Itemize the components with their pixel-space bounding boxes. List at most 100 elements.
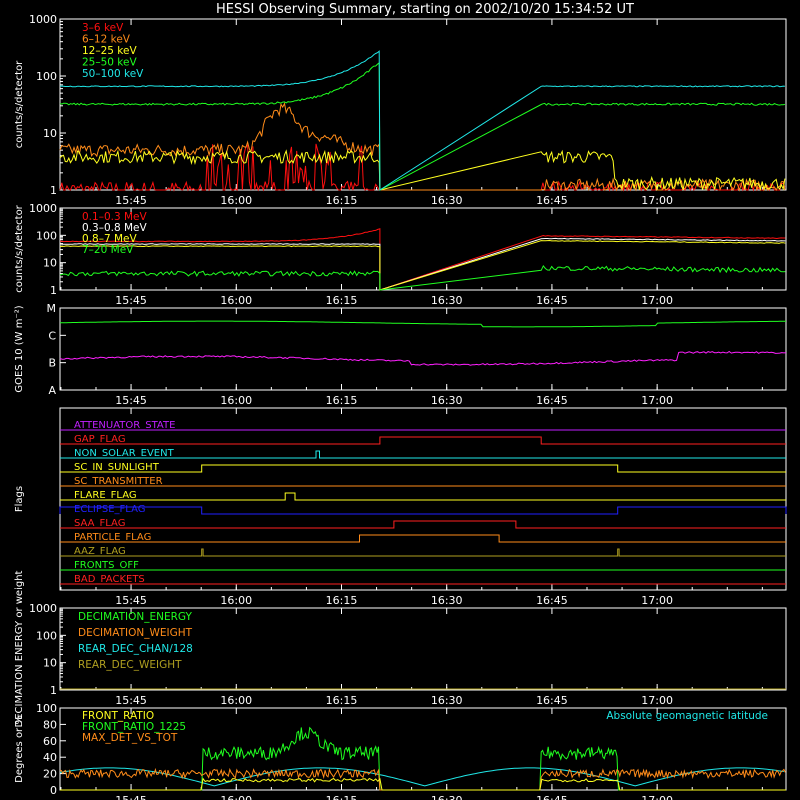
y-tick-label: A: [48, 384, 56, 397]
x-tick-label: 16:30: [431, 194, 463, 207]
series-line: [59, 149, 786, 192]
y-tick-label: 1: [50, 184, 57, 197]
panel-frame: [59, 407, 787, 591]
x-tick-label: 15:45: [115, 694, 147, 707]
legend-entry: FRONT_RATIO_1225: [82, 721, 186, 733]
legend-entry: 12–25 keV: [82, 45, 137, 57]
rates-panel: 15:45 16:00 16:15 16:30 16:45 17:00 counts/s/d…: [14, 13, 787, 207]
y-tick-label: 1000: [29, 202, 57, 215]
y-tick-label: 20: [43, 768, 57, 781]
flag-line: [60, 534, 786, 543]
x-tick-label: 16:45: [536, 394, 568, 407]
x-tick-label: 17:00: [641, 594, 673, 607]
y-tick-label: 60: [43, 735, 57, 748]
y-tick-label: 100: [36, 702, 57, 715]
legend-entry: 25–50 keV: [82, 57, 137, 69]
y-axis-label: counts/s/detector: [14, 204, 25, 292]
flag-label: SAA_FLAG: [74, 518, 125, 529]
panel-frame: [59, 207, 787, 291]
legend-entry: 0.1–0.3 MeV: [82, 211, 148, 223]
x-tick-label: 17:00: [641, 394, 673, 407]
x-tick-label: 16:45: [536, 294, 568, 307]
flag-line: [59, 506, 787, 515]
y-tick-label: 0: [50, 784, 57, 797]
x-tick-label: 15:45: [115, 194, 147, 207]
flag-label: PARTICLE_FLAG: [74, 532, 151, 543]
legend-entry: 6–12 keV: [82, 34, 131, 46]
y-tick-label: B: [48, 357, 56, 370]
x-tick-label: 15:45: [115, 594, 147, 607]
y-tick-label: 10: [43, 657, 57, 670]
x-tick-label: 16:30: [431, 594, 463, 607]
x-tick-label: 16:15: [326, 594, 358, 607]
series-line: [59, 101, 786, 192]
flag-label: FLARE_FLAG: [74, 490, 137, 501]
legend-entry: DECIMATION_ENERGY: [78, 611, 192, 623]
legend-entry: MAX_DET_VS_TOT: [82, 732, 178, 744]
x-tick-label: 16:45: [536, 694, 568, 707]
legend-entry: 50–100 keV: [82, 68, 144, 80]
x-tick-label: 16:00: [220, 394, 252, 407]
x-tick-label: 16:15: [326, 394, 358, 407]
x-tick-label: 16:30: [431, 394, 463, 407]
x-tick-label: 16:45: [536, 594, 568, 607]
y-tick-label: 1000: [29, 602, 57, 615]
y-tick-label: 10: [43, 127, 57, 140]
flag-line: [60, 450, 786, 459]
y-axis-label: counts/s/detector: [14, 60, 25, 148]
y-tick-label: 1: [50, 684, 57, 697]
series-line: [59, 61, 785, 191]
x-tick-label: 16:00: [220, 294, 252, 307]
y-tick-label: C: [48, 329, 56, 342]
annotation: Absolute geomagnetic latitude: [606, 710, 768, 722]
series-line: [59, 350, 787, 366]
flag-line: [60, 464, 786, 473]
y-axis-label: DECIMATION ENERGY or weight: [14, 570, 25, 727]
series-line: [60, 50, 785, 191]
y-axis-label: GOES 10 (W m⁻²): [14, 305, 25, 392]
legend-entry: 3–6 keV: [82, 22, 124, 34]
legend-entry: REAR_DEC_CHAN/128: [78, 643, 193, 655]
x-tick-label: 16:00: [220, 794, 252, 800]
x-tick-label: 16:00: [220, 194, 252, 207]
flag-line: [60, 492, 786, 501]
x-tick-label: 15:45: [115, 794, 147, 800]
series-line: [59, 143, 786, 192]
legend-entry: 0.8–7 MeV: [82, 233, 137, 245]
x-tick-label: 17:00: [641, 794, 673, 800]
legend-entry: 0.3–0.8 MeV: [82, 222, 148, 234]
y-tick-label: 100: [36, 629, 57, 642]
flag-label: ECLIPSE_FLAG: [74, 504, 145, 515]
x-tick-label: 16:00: [220, 694, 252, 707]
x-tick-label: 16:30: [431, 694, 463, 707]
flag-line: [60, 548, 786, 557]
y-tick-label: 10: [43, 257, 57, 270]
flag-label: ATTENUATOR_STATE: [74, 420, 175, 431]
y-tick-label: 1000: [29, 13, 57, 26]
y-axis-label: Flags: [14, 486, 25, 512]
flag-line: [60, 436, 786, 445]
series-line: [59, 767, 786, 791]
rear-panel: 15:45 16:00 16:15 16:30 16:45 17:00 counts/s/d…: [14, 202, 787, 307]
flag-label: BAD_PACKETS: [74, 574, 145, 585]
flag-label: NON_SOLAR_EVENT: [74, 448, 175, 459]
x-tick-label: 16:00: [220, 594, 252, 607]
x-tick-label: 16:15: [326, 794, 358, 800]
y-axis-label: Degrees or %: [14, 715, 25, 783]
page-title: HESSI Observing Summary, starting on 200…: [216, 2, 634, 17]
x-tick-label: 16:15: [326, 694, 358, 707]
series-line: [59, 237, 786, 291]
series-line: [59, 228, 786, 291]
x-tick-label: 16:45: [536, 794, 568, 800]
series-line: [59, 767, 784, 787]
x-tick-label: 17:00: [641, 294, 673, 307]
series-line: [59, 320, 786, 328]
x-tick-label: 16:15: [326, 194, 358, 207]
x-tick-label: 16:45: [536, 194, 568, 207]
legend-entry: REAR_DEC_WEIGHT: [78, 659, 182, 671]
series-line: [59, 264, 786, 291]
flag-label: SC_TRANSMITTER: [74, 476, 163, 487]
x-tick-label: 17:00: [641, 194, 673, 207]
ratio-panel: 15:45 16:00 16:15 16:30 16:45 17:00 Degrees or…: [14, 702, 787, 800]
